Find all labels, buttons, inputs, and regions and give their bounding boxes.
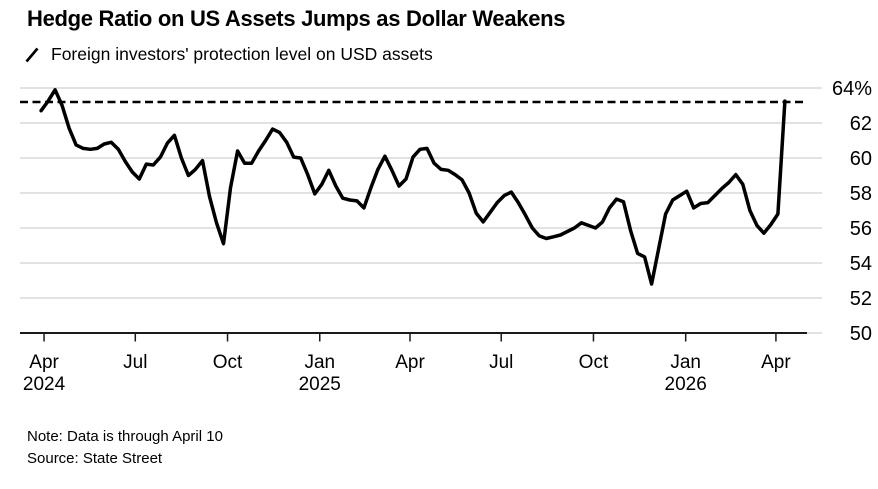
source-line: Source: State Street xyxy=(27,449,163,467)
x-tick-label-month: Oct xyxy=(579,352,609,373)
y-tick-label: 54 xyxy=(850,253,872,275)
y-tick-label: 60 xyxy=(850,148,872,170)
x-tick-label-year: 2024 xyxy=(23,374,66,395)
x-tick-label-month: Apr xyxy=(395,352,425,373)
x-tick-label-month: Apr xyxy=(29,352,59,373)
x-tick-label-month: Apr xyxy=(761,352,791,373)
y-tick-label: 64% xyxy=(832,78,872,100)
x-tick-label-month: Jan xyxy=(304,352,335,373)
footnote: Note: Data is through April 10 xyxy=(27,428,223,445)
x-tick-label-month: Jul xyxy=(123,352,147,373)
y-tick-label: 56 xyxy=(850,218,872,240)
y-tick-label: 58 xyxy=(850,183,872,205)
chart-footer: Note: Data is through April 10 Source: S… xyxy=(27,426,223,469)
y-tick-label: 50 xyxy=(850,323,872,345)
x-tick-label-month: Jul xyxy=(489,352,513,373)
y-tick-label: 62 xyxy=(850,113,872,135)
x-tick-label-year: 2026 xyxy=(665,374,707,395)
legend: Foreign investors' protection level on U… xyxy=(24,44,433,65)
legend-label: Foreign investors' protection level on U… xyxy=(51,44,433,64)
y-tick-label: 52 xyxy=(850,288,872,310)
hedge-ratio-line xyxy=(39,88,787,286)
x-tick-label-month: Jan xyxy=(670,352,701,373)
chart-title: Hedge Ratio on US Assets Jumps as Dollar… xyxy=(27,6,566,31)
x-tick-label-month: Oct xyxy=(213,352,243,373)
line-sample-slash-icon xyxy=(25,47,39,62)
x-tick-label-year: 2025 xyxy=(299,374,341,395)
